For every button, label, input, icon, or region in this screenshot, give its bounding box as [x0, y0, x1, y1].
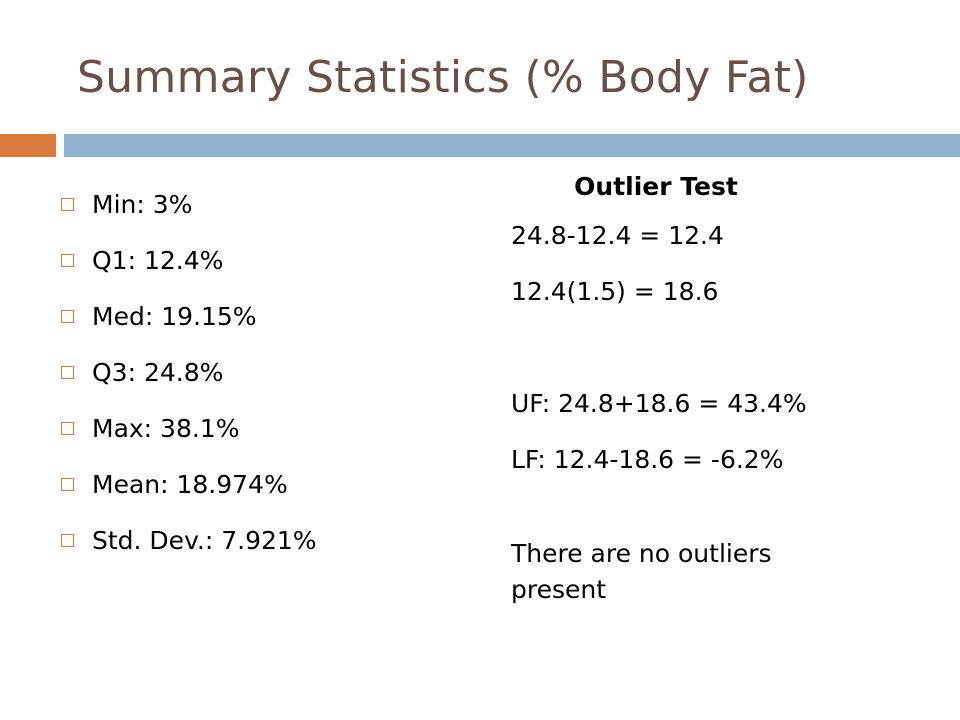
square-bullet-icon — [61, 197, 74, 211]
stats-list: Min: 3% Q1: 12.4% Med: 19.15% Q3: 24.8% … — [60, 176, 317, 568]
stat-q3: Q3: 24.8% — [60, 344, 317, 400]
slide-title: Summary Statistics (% Body Fat) — [77, 52, 809, 103]
step-calculation: 12.4(1.5) = 18.6 — [511, 277, 719, 306]
stat-label: Q1: 12.4% — [92, 245, 224, 275]
spacer — [511, 488, 931, 528]
square-bullet-icon — [61, 421, 74, 435]
stat-label: Q3: 24.8% — [92, 357, 224, 387]
stat-std-dev: Std. Dev.: 7.921% — [60, 512, 317, 568]
accent-bar-blue — [64, 134, 960, 157]
stat-max: Max: 38.1% — [60, 400, 317, 456]
iqr-calculation: 24.8-12.4 = 12.4 — [511, 221, 724, 250]
square-bullet-icon — [61, 365, 74, 379]
upper-fence: UF: 24.8+18.6 = 43.4% — [511, 389, 807, 418]
accent-bar-orange — [0, 134, 56, 157]
stat-label: Mean: 18.974% — [92, 469, 288, 499]
square-bullet-icon — [61, 309, 74, 323]
spacer — [511, 320, 931, 376]
outlier-conclusion: There are no outliers present — [511, 539, 772, 604]
square-bullet-icon — [61, 477, 74, 491]
square-bullet-icon — [61, 533, 74, 547]
stat-label: Max: 38.1% — [92, 413, 240, 443]
stat-min: Min: 3% — [60, 176, 317, 232]
outlier-test-heading: Outlier Test — [574, 172, 738, 201]
stat-label: Med: 19.15% — [92, 301, 257, 331]
lower-fence: LF: 12.4-18.6 = -6.2% — [511, 445, 784, 474]
stat-label: Std. Dev.: 7.921% — [92, 525, 317, 555]
stat-mean: Mean: 18.974% — [60, 456, 317, 512]
stat-q1: Q1: 12.4% — [60, 232, 317, 288]
square-bullet-icon — [61, 253, 74, 267]
stat-label: Min: 3% — [92, 189, 193, 219]
stat-median: Med: 19.15% — [60, 288, 317, 344]
outlier-test-panel: Outlier Test 24.8-12.4 = 12.4 12.4(1.5) … — [511, 166, 931, 608]
